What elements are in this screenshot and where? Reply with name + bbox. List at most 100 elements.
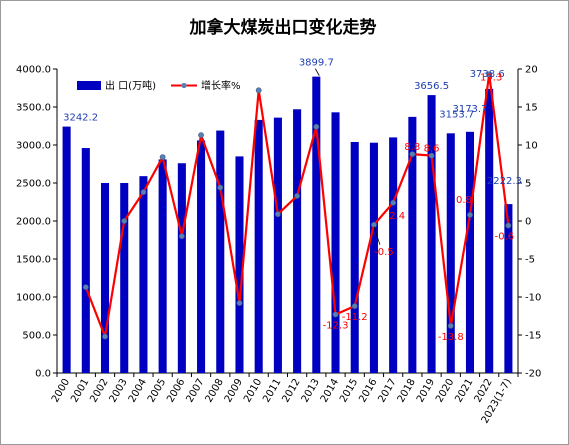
- y-left-tick-label: 3500.0: [16, 103, 51, 114]
- y-right-tick-label: -10: [525, 293, 541, 304]
- bar: [139, 176, 148, 373]
- bar: [465, 131, 475, 373]
- x-tick-label: 2017: [376, 377, 398, 405]
- x-tick-label: 2020: [434, 377, 456, 405]
- line-value-label: 2.4: [389, 211, 405, 222]
- bar: [177, 163, 186, 373]
- y-left-tick-label: 2000.0: [16, 217, 51, 228]
- y-right-tick-label: -15: [525, 331, 541, 342]
- bar: [197, 140, 206, 373]
- line-value-label: -12.3: [323, 320, 349, 331]
- bar: [100, 183, 110, 373]
- bar-value-label: 3656.5: [414, 81, 449, 92]
- bar: [408, 116, 417, 373]
- y-left-tick-label: 500.0: [22, 331, 51, 342]
- bar: [120, 183, 129, 373]
- x-tick-label: 2008: [204, 377, 226, 405]
- bar: [216, 130, 225, 373]
- y-left-tick-label: 3000.0: [16, 141, 51, 152]
- growth-rate-point: [274, 211, 281, 218]
- y-right-tick-label: 15: [525, 103, 538, 114]
- growth-rate-point: [159, 154, 166, 161]
- growth-rate-point: [351, 303, 358, 310]
- x-tick-label: 2019: [415, 377, 437, 405]
- x-tick-label: 2005: [146, 377, 168, 405]
- growth-rate-point: [198, 132, 204, 139]
- x-tick-label: 2004: [127, 377, 149, 405]
- leader-line: [314, 68, 320, 76]
- growth-rate-point: [409, 151, 416, 158]
- growth-rate-point: [332, 311, 339, 318]
- growth-rate-point: [82, 284, 89, 291]
- bar: [312, 76, 321, 373]
- growth-rate-point: [178, 233, 185, 240]
- line-value-label: 19.3: [480, 72, 502, 83]
- line-value-label: 8.6: [424, 144, 440, 155]
- growth-rate-point: [313, 123, 320, 130]
- x-tick-label: 2001: [69, 377, 91, 405]
- line-value-label: 8.8: [404, 142, 420, 153]
- bar: [485, 88, 494, 374]
- growth-rate-point: [236, 300, 243, 306]
- y-right-tick-label: -5: [525, 255, 535, 266]
- bar: [427, 95, 436, 373]
- legend-line-marker: [181, 82, 187, 89]
- bar: [235, 156, 244, 373]
- y-left-tick-label: 0.0: [35, 369, 51, 380]
- bar: [350, 141, 359, 373]
- growth-rate-point: [505, 222, 512, 229]
- growth-rate-point: [140, 189, 147, 196]
- bar: [389, 137, 398, 373]
- line-value-label: -13.8: [438, 332, 464, 343]
- legend-bar-swatch: [77, 81, 101, 90]
- growth-rate-point: [102, 333, 108, 340]
- growth-rate-point: [447, 322, 454, 329]
- y-left-tick-label: 1000.0: [16, 293, 51, 304]
- bar: [446, 133, 455, 373]
- growth-rate-point: [486, 71, 493, 78]
- x-tick-label: 2021: [453, 377, 475, 405]
- y-left-tick-label: 1500.0: [16, 255, 51, 266]
- y-right-tick-label: 20: [525, 65, 538, 76]
- y-right-tick-label: 10: [525, 141, 538, 152]
- bar-value-label: 2222.3: [487, 176, 522, 187]
- y-right-tick-label: -20: [525, 369, 541, 380]
- y-right-tick-label: 5: [525, 179, 531, 190]
- growth-rate-point: [294, 193, 301, 199]
- x-tick-label: 2002: [88, 377, 110, 405]
- bar-value-label: 3899.7: [299, 58, 334, 69]
- legend-line-label: 增长率%: [201, 79, 241, 92]
- x-tick-label: 2016: [357, 377, 379, 405]
- x-tick-label: 2006: [165, 377, 187, 405]
- legend-bar-label: 出 口(万吨): [105, 79, 156, 92]
- y-left-tick-label: 2500.0: [16, 179, 51, 190]
- growth-rate-point: [428, 152, 435, 159]
- growth-rate-point: [121, 218, 128, 224]
- bar: [62, 126, 71, 373]
- line-value-label: -0.5: [374, 247, 394, 258]
- bar: [293, 109, 302, 373]
- bar: [331, 112, 340, 373]
- line-value-label: 0.8: [456, 195, 472, 206]
- x-tick-label: 2003: [108, 377, 130, 405]
- x-tick-label: 2007: [184, 377, 206, 405]
- growth-rate-point: [371, 221, 377, 228]
- x-tick-label: 2009: [223, 377, 245, 405]
- x-tick-label: 2011: [261, 377, 283, 405]
- line-value-label: -0.6: [495, 232, 515, 243]
- growth-rate-point: [467, 212, 473, 218]
- bar-value-label: 3242.2: [63, 113, 98, 124]
- leader-line: [373, 226, 381, 245]
- x-tick-label: 2018: [396, 377, 418, 405]
- line-value-label: -11.2: [342, 312, 368, 323]
- bar: [504, 204, 513, 373]
- x-tick-label: 2015: [338, 377, 360, 405]
- y-left-tick-label: 4000.0: [16, 65, 51, 76]
- x-tick-label: 2013: [300, 377, 322, 405]
- x-tick-label: 2000: [50, 377, 72, 405]
- plot-area: 0.0 500.0 1000.0 1500.0 2000.0 2500.0 3000.0 35…: [16, 58, 541, 426]
- growth-rate-point: [217, 184, 224, 191]
- growth-rate-point: [255, 87, 262, 94]
